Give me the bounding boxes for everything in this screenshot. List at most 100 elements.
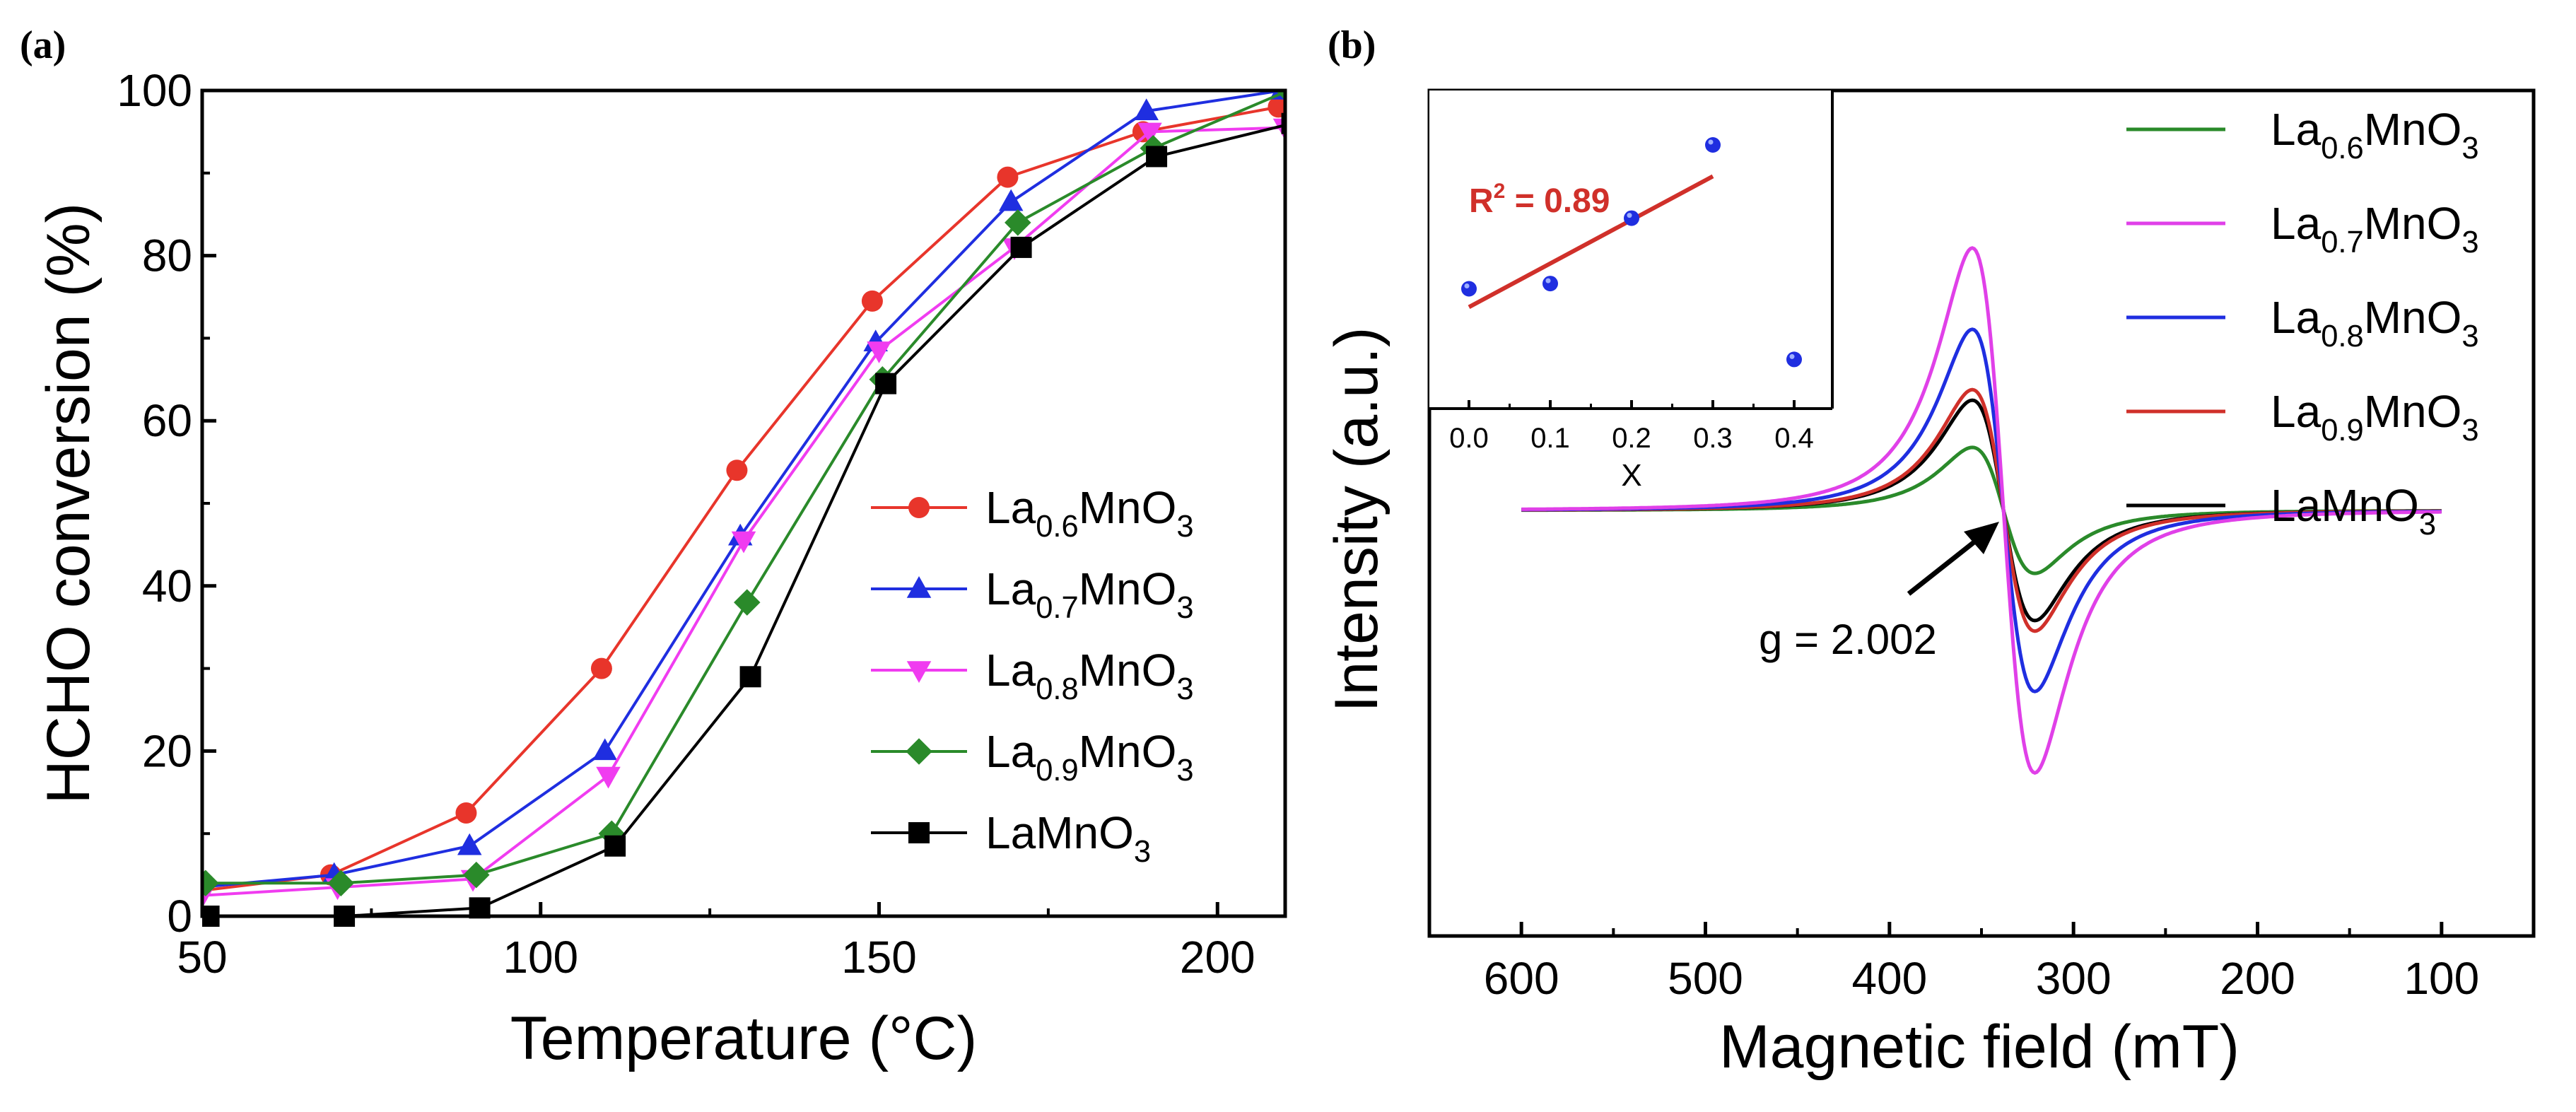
inset-data-point xyxy=(1461,281,1477,297)
panel-a-legend-marker xyxy=(906,576,932,598)
panel-a-data-point xyxy=(596,766,621,789)
panel-a-data-point xyxy=(867,341,891,363)
panel-a-legend-label: La0.6MnO3 xyxy=(985,482,1194,544)
panel-a-data-point xyxy=(998,189,1024,211)
inset-x-tick-label: 0.3 xyxy=(1693,423,1733,454)
inset-data-point xyxy=(1705,137,1721,153)
panel-a-legend-marker xyxy=(908,822,930,843)
panel-a-x-tick-label: 200 xyxy=(1180,932,1255,983)
panel-b-legend-label: La0.8MnO3 xyxy=(2271,292,2479,353)
panel-a-y-tick-label: 40 xyxy=(142,561,192,611)
inset-x-tick-label: 0.1 xyxy=(1530,423,1570,454)
inset-data-point-highlight xyxy=(1627,213,1632,218)
panel-a-legend-label: LaMnO3 xyxy=(985,807,1151,869)
panel-a-data-point xyxy=(327,870,355,897)
panel-b-series xyxy=(1521,246,2442,775)
panel-b-legend-label: La0.6MnO3 xyxy=(2271,104,2479,165)
panel-b-legend-label: La0.7MnO3 xyxy=(2271,198,2479,259)
inset-x-ticks: 0.0 0.1 0.2 0.3 0.4 xyxy=(1449,400,1814,454)
panel-a-y-tick-label: 100 xyxy=(117,65,192,116)
panel-a-x-axis-title: Temperature (°C) xyxy=(510,1005,977,1072)
panel-a-data-point xyxy=(1267,96,1285,118)
panel-a-legend-label: La0.7MnO3 xyxy=(985,563,1194,625)
panel-a-x-tick-label: 50 xyxy=(177,932,227,983)
panel-a-data-point xyxy=(1005,209,1031,236)
panel-b-x-tick-label: 600 xyxy=(1484,953,1559,1004)
inset-points xyxy=(1461,137,1802,368)
inset-r2-label: R2 = 0.89 xyxy=(1469,180,1610,220)
inset-r2-value: = 0.89 xyxy=(1505,182,1610,220)
panel-b-x-tick-label: 300 xyxy=(2036,953,2112,1004)
panel-a-data-point xyxy=(739,666,761,688)
panel-a-data-point xyxy=(726,460,748,481)
panel-a-data-point xyxy=(463,861,490,889)
panel-b-g-annotation: g = 2.002 xyxy=(1759,522,1999,663)
panel-a-x-tick-label: 100 xyxy=(503,932,578,983)
panel-b-x-axis-title: Magnetic field (mT) xyxy=(1719,1013,2240,1081)
g-annotation-arrow-shaft xyxy=(1907,533,1985,596)
inset-data-point xyxy=(1542,276,1558,292)
panel-a-legend-label: La0.8MnO3 xyxy=(985,645,1194,706)
inset-r2-superscript: 2 xyxy=(1494,180,1506,203)
inset-data-point-highlight xyxy=(1789,353,1795,359)
panel-a-data-point xyxy=(592,738,617,761)
panel-a-data-point xyxy=(1137,122,1162,145)
panel-a-legend-marker xyxy=(908,497,930,518)
panel-b-plot-frame xyxy=(1427,88,2536,938)
panel-a-data-point xyxy=(604,835,626,857)
panel-a-legend-marker xyxy=(906,661,932,683)
g-value-label: g = 2.002 xyxy=(1759,616,1937,663)
panel-a-series xyxy=(202,89,1285,927)
panel-a-label: (a) xyxy=(20,23,66,67)
g-annotation-arrowhead xyxy=(1964,522,1999,554)
panel-a-chart: (a) 50 100 150 200 0 20 40 60 80 100 Temperature … xyxy=(20,23,1287,1072)
panel-b-legend-label: LaMnO3 xyxy=(2271,480,2436,542)
inset-x-tick-label: 0.4 xyxy=(1774,423,1814,454)
panel-a-y-tick-label: 20 xyxy=(142,725,192,776)
panel-a-legend-label: La0.9MnO3 xyxy=(985,726,1194,788)
panel-b-label: (b) xyxy=(1328,23,1376,67)
panel-a-y-axis-title: HCHO conversion (%) xyxy=(35,203,103,804)
inset-data-point xyxy=(1786,351,1802,368)
panel-b-inset: 0.0 0.1 0.2 0.3 0.4 R2 = 0.89 X xyxy=(1429,90,1834,493)
panel-a-plot-frame xyxy=(200,88,1287,918)
panel-a-data-point xyxy=(1010,236,1032,258)
panel-a-series-0 xyxy=(202,96,1285,900)
panel-b-legend: La0.6MnO3 La0.7MnO3 La0.8MnO3 La0.9MnO3 LaMn… xyxy=(2126,104,2479,542)
inset-x-tick-label: 0.0 xyxy=(1449,423,1489,454)
inset-data-point-highlight xyxy=(1545,278,1551,283)
panel-a-data-point xyxy=(997,166,1019,188)
panel-b-y-axis-title: Intensity (a.u.) xyxy=(1323,327,1391,713)
inset-data-point-highlight xyxy=(1708,139,1714,145)
panel-a-data-point xyxy=(731,531,756,554)
panel-b-legend-label: La0.9MnO3 xyxy=(2271,386,2479,447)
panel-a-y-tick-label: 60 xyxy=(142,395,192,446)
panel-a-data-point xyxy=(1146,146,1168,168)
panel-a-data-point xyxy=(455,802,477,824)
inset-x-axis-title: X xyxy=(1621,458,1641,493)
panel-a-data-point xyxy=(734,589,761,616)
panel-a-y-tick-label: 0 xyxy=(167,891,192,942)
inset-x-tick-label: 0.2 xyxy=(1612,423,1651,454)
inset-fit-line xyxy=(1468,174,1714,310)
inset-background xyxy=(1429,90,1832,409)
panel-a-data-point xyxy=(875,373,897,394)
panel-a-series-4 xyxy=(202,112,1285,927)
inset-data-point-highlight xyxy=(1464,283,1470,288)
panel-a-legend-marker xyxy=(906,738,932,765)
panel-a-x-tick-label: 150 xyxy=(841,932,917,983)
panel-b-axis-ticks: 600 500 400 300 200 100 xyxy=(1428,922,2535,1004)
inset-data-point xyxy=(1624,210,1639,226)
panel-a-y-tick-label: 80 xyxy=(142,230,192,281)
panel-b-x-tick-label: 400 xyxy=(1851,953,1927,1004)
panel-b-x-tick-label: 100 xyxy=(2404,953,2479,1004)
panel-a-legend: La0.6MnO3 La0.7MnO3 La0.8MnO3 La0.9MnO3 LaMn… xyxy=(871,482,1194,869)
panel-a-data-point xyxy=(1134,98,1159,120)
panel-b-chart: (b) 600 500 400 300 200 100 Magnetic field (m… xyxy=(1323,23,2536,1081)
panel-b-series-line-1 xyxy=(1521,246,2442,775)
inset-fit-line-group xyxy=(1468,174,1714,310)
panel-a-data-point xyxy=(590,657,612,679)
panel-a-data-point xyxy=(861,290,883,312)
